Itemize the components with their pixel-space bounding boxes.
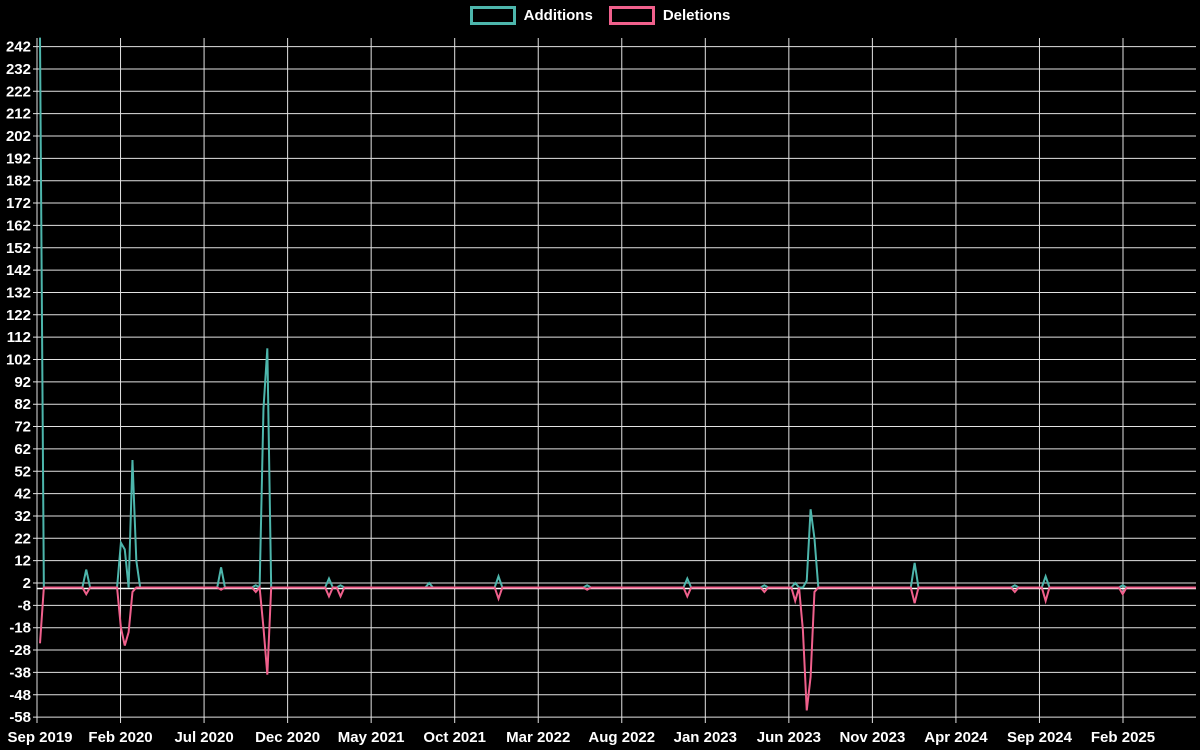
legend-item-deletions[interactable]: Deletions bbox=[608, 6, 731, 25]
y-tick-label: 242 bbox=[6, 39, 31, 56]
x-tick-label: Jun 2023 bbox=[757, 729, 821, 746]
y-tick-label: 22 bbox=[14, 530, 31, 547]
x-axis-labels: Sep 2019 Feb 2020 Jul 2020 Dec 2020 May 2021… bbox=[7, 729, 1155, 746]
y-tick-label: -8 bbox=[18, 597, 31, 614]
y-tick-label: -58 bbox=[9, 709, 31, 726]
x-tick-label: Mar 2022 bbox=[506, 729, 570, 746]
legend-label-additions: Additions bbox=[523, 7, 593, 24]
legend-label-deletions: Deletions bbox=[662, 7, 731, 24]
legend-item-additions[interactable]: Additions bbox=[469, 6, 593, 25]
y-tick-label: 232 bbox=[6, 61, 31, 78]
y-tick-label: 102 bbox=[6, 352, 31, 369]
y-tick-label: 52 bbox=[14, 463, 31, 480]
x-tick-label: Sep 2019 bbox=[7, 729, 72, 746]
additions-swatch-icon bbox=[469, 6, 516, 25]
y-tick-label: 192 bbox=[6, 150, 31, 167]
x-tick-label: May 2021 bbox=[338, 729, 405, 746]
y-tick-label: 62 bbox=[14, 441, 31, 458]
x-tick-label: Sep 2024 bbox=[1007, 729, 1073, 746]
gridlines-horizontal bbox=[33, 46, 1196, 718]
x-tick-label: Aug 2022 bbox=[588, 729, 655, 746]
x-tick-label: Nov 2023 bbox=[839, 729, 905, 746]
y-tick-label: -48 bbox=[9, 687, 31, 704]
chart-legend: Additions Deletions bbox=[0, 6, 1200, 25]
y-tick-label: 2 bbox=[23, 575, 31, 592]
deletions-swatch-icon bbox=[608, 6, 655, 25]
y-tick-label: 42 bbox=[14, 486, 31, 503]
y-tick-label: 32 bbox=[14, 508, 31, 525]
y-tick-label: 142 bbox=[6, 262, 31, 279]
y-axis-labels: 2422322222122021921821721621521421321221… bbox=[6, 39, 31, 726]
y-tick-label: 212 bbox=[6, 106, 31, 123]
y-tick-label: 172 bbox=[6, 195, 31, 212]
deletions-line[interactable] bbox=[39, 585, 1196, 711]
additions-line[interactable] bbox=[39, 37, 1196, 590]
y-tick-label: -28 bbox=[9, 642, 31, 659]
y-tick-label: 152 bbox=[6, 240, 31, 257]
y-tick-label: 182 bbox=[6, 173, 31, 190]
x-tick-label: Dec 2020 bbox=[255, 729, 320, 746]
x-tick-label: Apr 2024 bbox=[924, 729, 988, 746]
y-tick-label: 202 bbox=[6, 128, 31, 145]
y-tick-label: -38 bbox=[9, 664, 31, 681]
y-tick-label: 72 bbox=[14, 419, 31, 436]
gridlines-vertical bbox=[36, 38, 1124, 723]
x-tick-label: Jan 2023 bbox=[674, 729, 737, 746]
x-tick-label: Oct 2021 bbox=[423, 729, 486, 746]
y-tick-label: 132 bbox=[6, 284, 31, 301]
y-tick-label: 12 bbox=[14, 553, 31, 570]
x-tick-label: Feb 2020 bbox=[88, 729, 152, 746]
x-tick-label: Feb 2025 bbox=[1091, 729, 1155, 746]
y-tick-label: 162 bbox=[6, 217, 31, 234]
y-tick-label: 112 bbox=[7, 329, 31, 346]
y-tick-label: 122 bbox=[6, 307, 31, 324]
x-tick-label: Jul 2020 bbox=[174, 729, 233, 746]
y-tick-label: 82 bbox=[14, 396, 31, 413]
y-tick-label: 92 bbox=[14, 374, 31, 391]
y-tick-label: -18 bbox=[9, 620, 31, 637]
y-tick-label: 222 bbox=[6, 83, 31, 100]
